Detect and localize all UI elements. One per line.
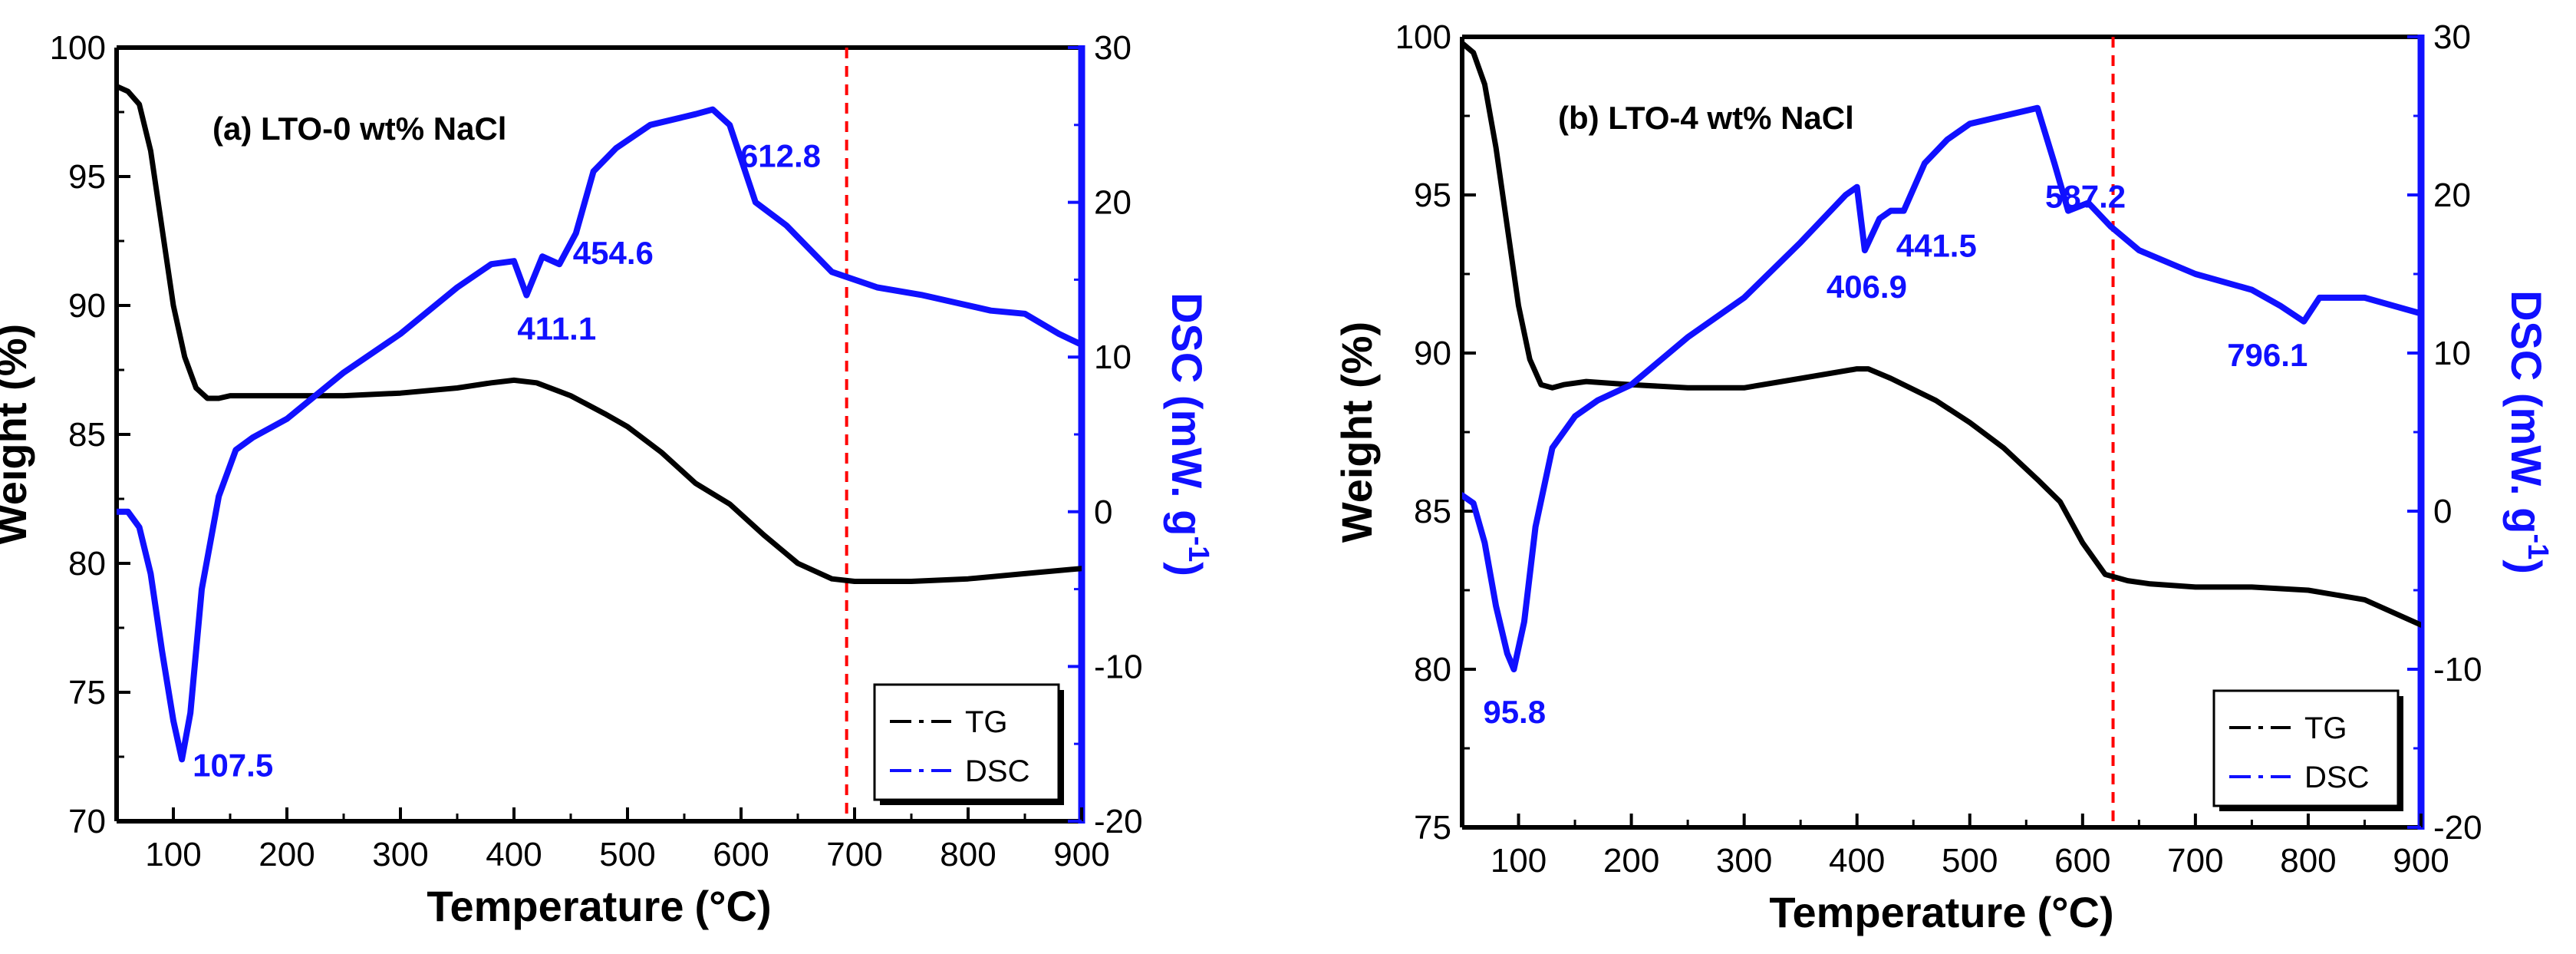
panel-b-legend-label-tg: TG — [2304, 711, 2347, 745]
panel-a-legend: TG DSC — [873, 683, 1064, 805]
panel-b-y2-axis-title-sup: -1 — [2522, 533, 2554, 560]
panel-a-annotation: 411.1 — [517, 311, 596, 347]
panel-a-y2-axis-title-sup: -1 — [1182, 536, 1214, 562]
panel-b-x-tick-label: 400 — [1829, 842, 1885, 880]
panel-a-y2-tick-label: 0 — [1094, 494, 1112, 531]
panel-b: 100 200 300 400 500 600 700 800 9007580859095100… — [1332, 18, 2554, 936]
panel-a-y-axis-title: Weight (%) — [0, 324, 35, 545]
panel-a-x-axis-title-text: Temperature — [427, 882, 684, 930]
panel-a-annotation: 107.5 — [193, 747, 273, 783]
panel-a-x-tick-label: 800 — [940, 836, 996, 873]
panel-b-x-tick-label: 100 — [1491, 842, 1547, 880]
panel-a-x-tick-label: 900 — [1053, 836, 1109, 873]
panel-a-y-tick-label: 75 — [68, 674, 106, 711]
panel-a-legend-box — [873, 683, 1060, 801]
panel-a-y-tick-label: 70 — [68, 803, 106, 840]
panel-b-annotation: 406.9 — [1827, 269, 1907, 305]
panel-a-x-tick-label: 500 — [599, 836, 655, 873]
panel-b-x-tick-label: 800 — [2280, 842, 2336, 880]
panel-a-series-dsc — [117, 106, 1082, 763]
panel-b-y-tick-label: 100 — [1395, 18, 1451, 56]
panel-b-y-tick-label: 85 — [1414, 493, 1451, 530]
panel-b-x-tick-label: 200 — [1603, 842, 1659, 880]
panel-b-series-tg — [1462, 40, 2421, 628]
panel-b-x-axis-title: Temperature (°C) — [1769, 888, 2113, 936]
panel-a-y-tick-label: 95 — [68, 158, 106, 196]
panel-b-x-tick-label: 700 — [2167, 842, 2223, 880]
panel-b-annotation: 796.1 — [2227, 337, 2308, 373]
panel-b-y2-tick-label: -10 — [2433, 651, 2482, 688]
panel-a-legend-label-dsc: DSC — [965, 754, 1029, 788]
panel-b-y-tick-label: 95 — [1414, 177, 1451, 214]
panel-b-x-tick-label: 600 — [2054, 842, 2110, 880]
panel-b-y2-axis-title-close: ) — [2502, 560, 2551, 574]
panel-a-panel-label: (a) LTO-0 wt% NaCl — [212, 111, 506, 147]
panel-a-annotation: 612.8 — [740, 138, 821, 174]
panel-b-y-tick-label: 80 — [1414, 651, 1451, 688]
panel-b-y2-tick-label: 0 — [2433, 493, 2452, 530]
panel-b-y-tick-label: 75 — [1414, 809, 1451, 847]
panel-b-legend-label-dsc: DSC — [2304, 761, 2369, 794]
panel-b-x-axis-title-text: Temperature — [1769, 888, 2026, 936]
panel-a-y2-axis-title-text: DSC (mW. g — [1163, 292, 1211, 536]
panel-a-y-tick-label: 85 — [68, 416, 106, 454]
panel-b-y2-axis-title: DSC (mW. g-1) — [2502, 290, 2554, 574]
panel-b-y-axis-title: Weight (%) — [1332, 322, 1381, 543]
panel-a-x-tick-label: 200 — [259, 836, 315, 873]
panel-a-y2-tick-label: -20 — [1094, 803, 1143, 840]
panel-b-x-tick-label: 300 — [1716, 842, 1772, 880]
panel-a-x-axis-title: Temperature (°C) — [427, 882, 771, 930]
panel-a-x-axis-title-unit: (°C) — [694, 882, 771, 930]
panel-a-series-tg — [117, 83, 1082, 584]
panel-b-legend: TG DSC — [2212, 689, 2403, 811]
panel-a-x-tick-label: 400 — [486, 836, 542, 873]
panel-a-annotation: 454.6 — [573, 235, 654, 271]
panel-b-x-axis-title-unit: (°C) — [2037, 888, 2113, 936]
panel-b-series-dsc — [1462, 104, 2421, 672]
panel-a: 100 200 300 400 500 600 700 800 9007075808590951… — [0, 29, 1214, 930]
panel-b-legend-box — [2212, 689, 2400, 807]
panel-b-annotation: 587.2 — [2045, 179, 2126, 215]
panel-a-x-tick-label: 700 — [826, 836, 882, 873]
panel-a-y2-tick-label: -10 — [1094, 648, 1143, 685]
panel-b-y-tick-label: 90 — [1414, 335, 1451, 372]
panel-b-y2-tick-label: 10 — [2433, 335, 2471, 372]
panel-b-x-tick-label: 500 — [1942, 842, 1998, 880]
panel-b-y2-tick-label: 30 — [2433, 18, 2471, 56]
panel-a-y-tick-label: 100 — [50, 29, 106, 67]
panel-b-y2-axis-title-text: DSC (mW. g — [2502, 290, 2551, 533]
panel-a-legend-label-tg: TG — [965, 705, 1008, 739]
panel-a-y-tick-label: 80 — [68, 545, 106, 583]
panel-b-y2-tick-label: 20 — [2433, 177, 2471, 214]
panel-b-y2-tick-label: -20 — [2433, 809, 2482, 847]
panel-b-annotation: 441.5 — [1896, 228, 1977, 264]
panel-b-annotation: 95.8 — [1483, 694, 1546, 730]
panel-a-y2-tick-label: 20 — [1094, 184, 1132, 222]
panel-a-x-tick-label: 300 — [372, 836, 428, 873]
panel-a-y-tick-label: 90 — [68, 287, 106, 325]
panel-a-y2-axis-title: DSC (mW. g-1) — [1163, 292, 1214, 576]
panel-a-x-tick-label: 600 — [713, 836, 769, 873]
panel-a-x-tick-label: 100 — [145, 836, 201, 873]
panel-a-y2-tick-label: 10 — [1094, 338, 1132, 376]
panel-a-y2-axis-title-close: ) — [1163, 562, 1211, 576]
panel-b-panel-label: (b) LTO-4 wt% NaCl — [1558, 100, 1854, 136]
panel-b-x-tick-label: 900 — [2393, 842, 2449, 880]
panel-a-y2-tick-label: 30 — [1094, 29, 1132, 67]
